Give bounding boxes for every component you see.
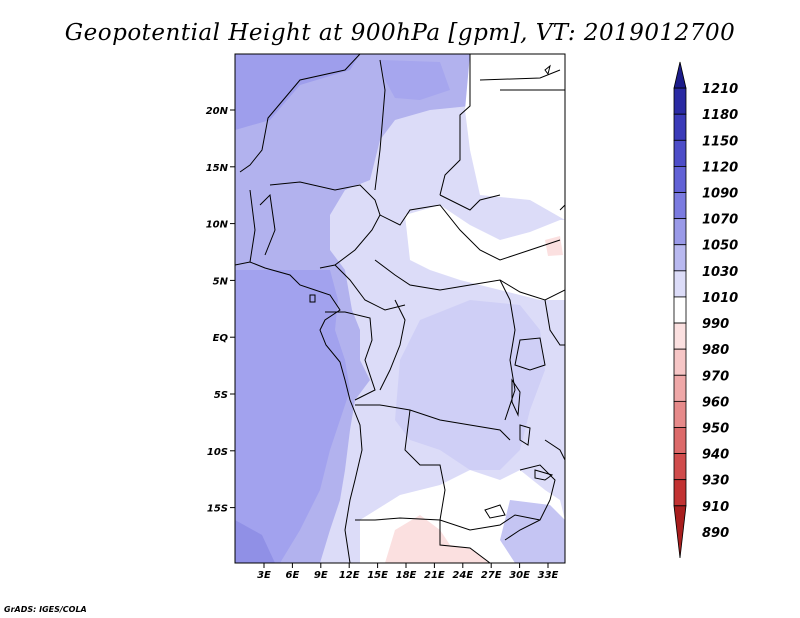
colorbar-segment	[673, 322, 687, 350]
lon-label: 24E	[452, 570, 473, 581]
lat-label: 15N	[206, 163, 229, 174]
colorbar-label: 1180	[702, 108, 738, 123]
lon-label: 15E	[367, 570, 388, 581]
colorbar-segment	[673, 453, 687, 481]
colorbar-segment	[673, 427, 687, 454]
lon-label: 27E	[481, 570, 502, 581]
colorbar: 1210 1180 1150 1120 1090 1070 1050 1030 1010 990 9…	[673, 61, 738, 559]
latitude-axis: 20N 15N 10N 5N EQ 5S 10S 15S	[206, 106, 235, 515]
lat-label: 10N	[206, 220, 229, 231]
lat-label: 5S	[214, 390, 228, 401]
lat-label: 10S	[207, 447, 228, 458]
country-borders	[235, 54, 565, 563]
colorbar-segment	[673, 166, 687, 193]
colorbar-segment	[673, 374, 687, 402]
lon-label: 3E	[257, 570, 271, 581]
colorbar-label: 890	[702, 526, 729, 541]
colorbar-label: 1210	[702, 82, 738, 97]
lon-label: 21E	[424, 570, 445, 581]
colorbar-label: 1090	[702, 187, 738, 202]
coastline	[235, 261, 363, 563]
colorbar-label: 1070	[702, 213, 738, 228]
colorbar-label: 1030	[702, 265, 738, 280]
lon-label: 30E	[509, 570, 530, 581]
colorbar-bottom-arrow	[673, 505, 687, 559]
colorbar-label: 1120	[702, 160, 738, 175]
colorbar-segment	[673, 192, 687, 220]
colorbar-label: 970	[702, 369, 729, 384]
colorbar-label: 1010	[702, 291, 738, 306]
colorbar-label: 980	[702, 343, 729, 358]
lat-label: 15S	[207, 504, 228, 515]
colorbar-segment	[673, 348, 687, 376]
east-white-shading	[465, 54, 565, 220]
grads-credit: GrADS: IGES/COLA	[4, 605, 87, 614]
coast-shading	[235, 270, 350, 563]
colorbar-segment	[673, 113, 687, 141]
colorbar-label: 1050	[702, 239, 738, 254]
lon-label: 33E	[538, 570, 559, 581]
map-title: Geopotential Height at 900hPa [gpm], VT:…	[65, 20, 735, 46]
lon-label: 12E	[339, 570, 360, 581]
colorbar-segment	[673, 296, 687, 324]
colorbar-segment	[673, 139, 687, 167]
colorbar-segment	[673, 270, 687, 298]
northwest-shading	[235, 54, 360, 130]
colorbar-label: 1150	[702, 134, 738, 149]
colorbar-label: 910	[702, 500, 729, 515]
lon-label: 18E	[396, 570, 417, 581]
lon-label: 6E	[286, 570, 300, 581]
lat-label: EQ	[213, 333, 229, 344]
map-frame	[234, 53, 566, 564]
lat-label: 20N	[206, 106, 229, 117]
south-pink-shading	[385, 515, 490, 563]
colorbar-segment	[673, 244, 687, 272]
colorbar-label: 930	[702, 474, 729, 489]
colorbar-segment	[673, 218, 687, 246]
colorbar-label: 940	[702, 448, 729, 463]
colorbar-top-arrow	[673, 61, 687, 89]
colorbar-label: 990	[702, 317, 729, 332]
southwest-shading	[235, 520, 275, 563]
lat-label: 5N	[213, 276, 229, 287]
colorbar-segment	[673, 87, 687, 115]
colorbar-segment	[673, 400, 687, 428]
east-blue-shading	[395, 300, 545, 470]
longitude-axis: 3E 6E 9E 12E 15E 18E 21E 24E 27E 30E 33E	[257, 563, 559, 581]
colorbar-label: 960	[702, 395, 729, 410]
colorbar-segment	[673, 479, 687, 507]
sahara-shading	[380, 60, 450, 100]
lon-label: 9E	[314, 570, 328, 581]
colorbar-label: 950	[702, 421, 729, 436]
map-panel	[235, 54, 565, 563]
